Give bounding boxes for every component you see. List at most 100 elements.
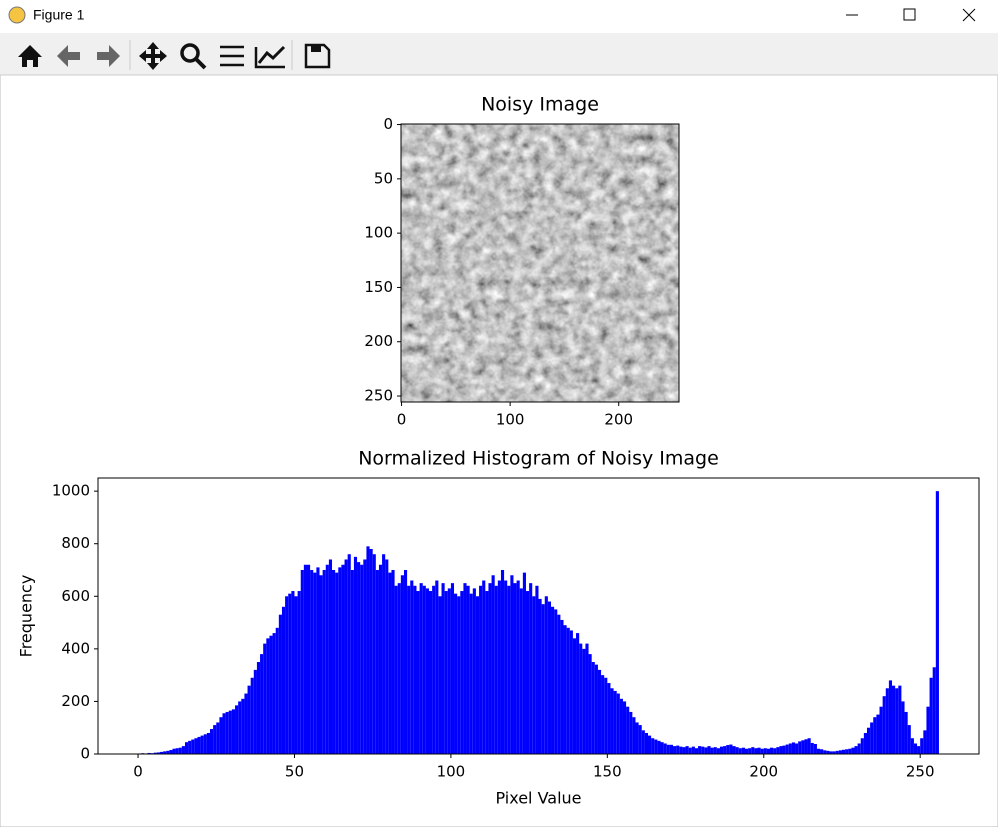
bar — [676, 745, 680, 754]
home-button[interactable] — [18, 45, 42, 67]
bar — [763, 748, 767, 754]
bar — [369, 548, 373, 754]
bar — [582, 648, 586, 754]
bar — [920, 738, 924, 754]
bar — [579, 643, 583, 754]
zoom-button[interactable] — [180, 43, 200, 63]
bar — [285, 596, 289, 754]
bar — [235, 705, 239, 754]
bar — [735, 747, 739, 754]
bar — [400, 575, 404, 754]
bar — [723, 746, 727, 754]
bar — [300, 570, 304, 754]
bar — [888, 680, 893, 754]
bar — [863, 732, 867, 754]
bar — [275, 627, 279, 754]
bar — [266, 638, 270, 754]
bar — [748, 748, 752, 754]
bar — [269, 635, 273, 754]
x-tick-label: 200 — [604, 411, 633, 429]
bar — [744, 748, 749, 754]
bar — [206, 732, 211, 754]
bar — [751, 747, 755, 754]
bar — [932, 667, 936, 754]
close-button[interactable] — [962, 8, 976, 22]
bar — [651, 738, 655, 754]
bar — [350, 570, 354, 754]
bar — [522, 572, 526, 754]
bar — [870, 722, 874, 754]
bar — [410, 580, 414, 754]
bar — [610, 688, 614, 754]
bar — [641, 730, 645, 754]
bar — [347, 554, 351, 754]
bar — [313, 572, 317, 754]
bar — [260, 654, 264, 754]
bar — [898, 685, 902, 754]
bar — [832, 751, 836, 754]
pan-button[interactable] — [139, 42, 167, 70]
bar — [328, 559, 333, 754]
bar — [447, 588, 451, 754]
bar — [156, 752, 160, 754]
bar — [153, 752, 157, 754]
bar — [801, 740, 805, 754]
bar — [851, 747, 855, 754]
y-tick-label: 100 — [364, 224, 393, 242]
bar — [532, 596, 536, 754]
bar — [482, 580, 486, 754]
bar — [904, 711, 908, 754]
bar — [597, 669, 602, 754]
bar — [876, 714, 880, 754]
bar — [457, 596, 461, 754]
bar — [429, 591, 433, 754]
bar — [810, 742, 814, 754]
bar — [425, 588, 430, 754]
bar — [529, 583, 533, 754]
edit-line — [257, 45, 286, 64]
bar — [773, 748, 777, 754]
bar — [222, 713, 226, 754]
axes-frame — [97, 477, 980, 755]
bar — [438, 596, 442, 754]
bar — [907, 725, 911, 754]
bar — [770, 747, 774, 754]
edit-axes-button[interactable] — [254, 47, 285, 69]
bar — [263, 643, 267, 754]
bar — [698, 746, 702, 754]
bar — [685, 746, 689, 754]
bar — [382, 554, 386, 754]
bar — [604, 677, 608, 754]
bar — [322, 570, 326, 754]
back-button[interactable] — [57, 45, 80, 67]
bar — [335, 572, 339, 754]
forward-button[interactable] — [97, 45, 120, 67]
bar — [754, 748, 758, 754]
bar — [647, 735, 652, 754]
x-tick-label: 250 — [906, 763, 935, 781]
bar — [757, 747, 761, 754]
bar — [569, 630, 573, 754]
bar — [244, 693, 248, 754]
maximize-button[interactable] — [903, 8, 916, 21]
bar — [895, 688, 899, 754]
y-tick-label: 800 — [61, 534, 90, 552]
chart-title: Noisy Image — [481, 94, 599, 116]
x-tick-label: 0 — [133, 763, 143, 781]
bar — [541, 604, 545, 754]
bar — [247, 685, 251, 754]
bar — [147, 752, 151, 754]
bar — [892, 685, 896, 754]
configure-button[interactable] — [220, 45, 244, 67]
bar — [813, 744, 817, 754]
y-tick-label: 150 — [364, 278, 393, 296]
bar — [557, 614, 561, 754]
bar — [838, 750, 842, 754]
bar — [281, 606, 286, 754]
bar — [713, 747, 717, 754]
bar — [882, 696, 886, 754]
x-tick-label: 100 — [437, 763, 466, 781]
bar — [566, 627, 570, 754]
bar — [707, 746, 711, 754]
bar — [829, 751, 833, 754]
